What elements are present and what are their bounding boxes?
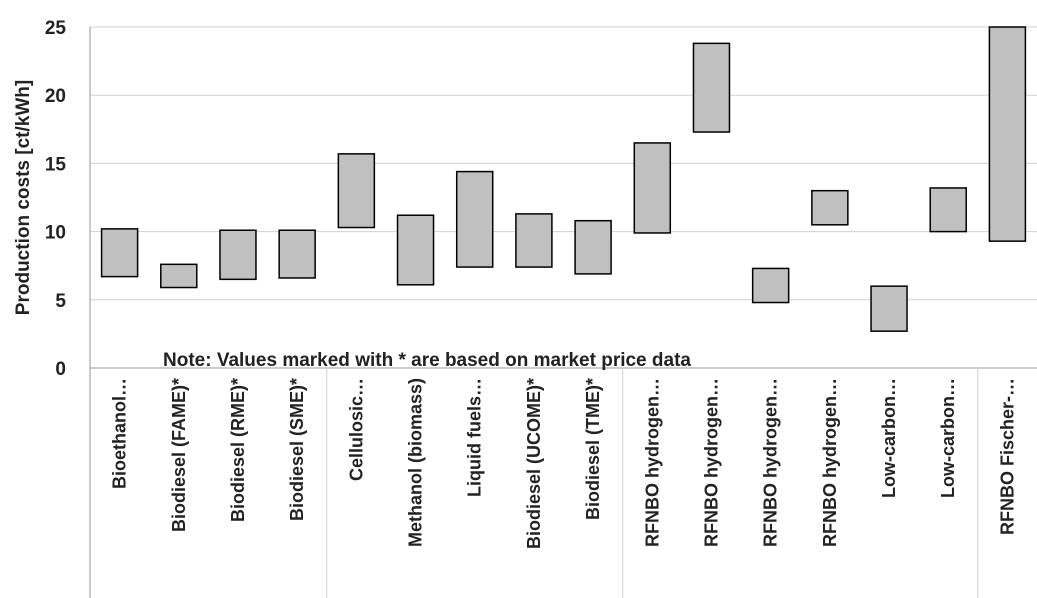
range-bar	[692, 42, 731, 133]
category-label: Cellulosic…	[346, 378, 366, 481]
range-bars	[100, 26, 1027, 332]
y-tick-label: 20	[45, 86, 66, 107]
range-bar	[455, 170, 494, 268]
category-label: Biodiesel (TME)*	[583, 378, 603, 520]
category-label: RFNBO hydrogen…	[642, 378, 662, 547]
range-bar	[988, 26, 1027, 242]
chart-note: Note: Values marked with * are based on …	[163, 350, 691, 371]
category-labels: Bioethanol… Biodiesel (FAME)* Biodiesel (R…	[110, 378, 1018, 549]
category-label: Biodiesel (RME)*	[228, 378, 248, 522]
y-tick-label: 10	[45, 223, 66, 244]
category-label: RFNBO Fischer-…	[997, 378, 1017, 535]
category-label: Biodiesel (SME)*	[287, 378, 307, 521]
range-bar	[515, 213, 553, 268]
range-bar	[870, 285, 908, 332]
category-label: RFNBO hydrogen…	[761, 378, 781, 547]
range-bar	[929, 187, 967, 233]
range-bar	[396, 214, 435, 286]
y-tick-label: 0	[55, 359, 66, 380]
y-tick-label: 5	[55, 291, 66, 312]
range-bar	[337, 153, 376, 229]
range-bar	[100, 228, 139, 278]
category-label: Liquid fuels…	[465, 378, 485, 497]
category-label: Biodiesel (UCOME)*	[524, 378, 544, 549]
y-tick-labels: 0 5 10 15 20 25	[45, 18, 67, 380]
range-bar	[278, 229, 316, 279]
category-label: Biodiesel (FAME)*	[169, 378, 189, 532]
range-bar	[219, 229, 257, 281]
category-label: Low-carbon…	[879, 378, 899, 498]
range-bar	[811, 189, 849, 226]
range-bar	[751, 267, 790, 304]
y-axis-title: Production costs [ct/kWh]	[13, 80, 34, 315]
range-bar	[574, 219, 612, 275]
category-label: Bioethanol…	[110, 378, 130, 489]
axes	[89, 27, 1037, 598]
range-bar	[633, 142, 672, 234]
category-label: RFNBO hydrogen…	[820, 378, 840, 547]
category-label: Low-carbon…	[938, 378, 958, 498]
y-tick-label: 25	[45, 18, 67, 39]
category-label: Methanol (biomass)	[406, 378, 426, 547]
range-bar	[160, 263, 198, 289]
category-label: RFNBO hydrogen…	[701, 378, 721, 547]
y-tick-label: 15	[45, 154, 67, 175]
